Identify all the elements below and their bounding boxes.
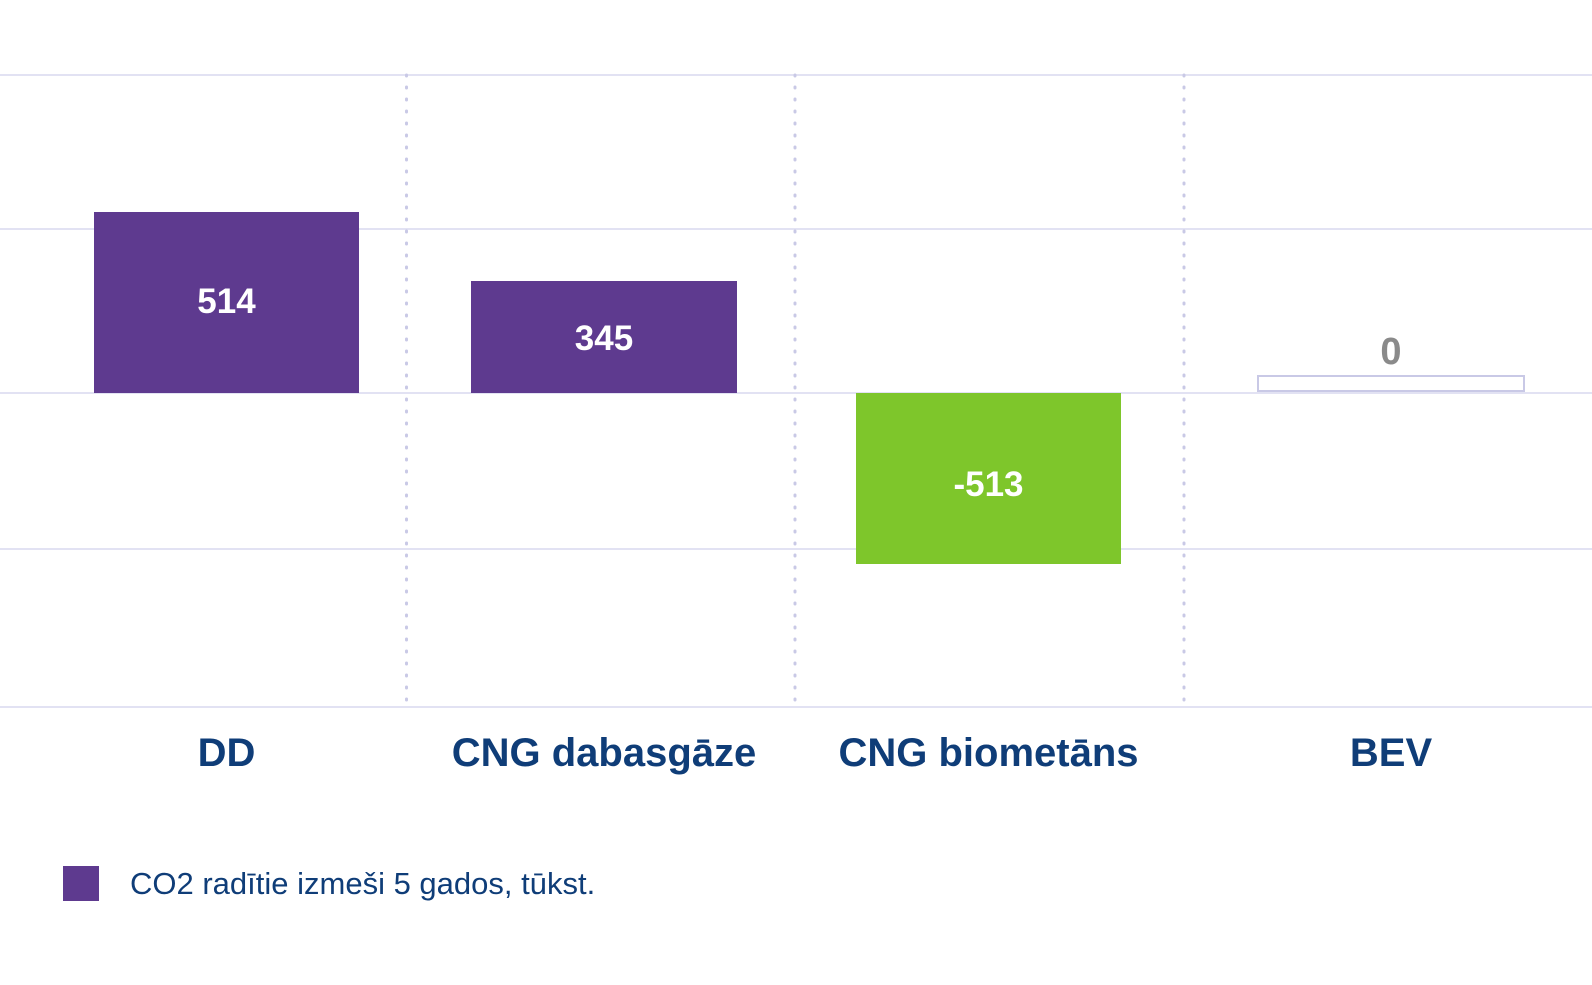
svg-text:514: 514: [197, 282, 256, 321]
svg-text:CO2 radītie izmeši 5 gados, tū: CO2 radītie izmeši 5 gados, tūkst.: [130, 866, 595, 901]
svg-text:BEV: BEV: [1350, 731, 1433, 775]
svg-text:DD: DD: [198, 731, 256, 775]
svg-text:CNG dabasgāze: CNG dabasgāze: [452, 731, 757, 775]
svg-text:-513: -513: [953, 465, 1023, 504]
svg-text:345: 345: [575, 319, 633, 358]
svg-text:0: 0: [1380, 331, 1401, 373]
svg-text:CNG biometāns: CNG biometāns: [838, 731, 1138, 775]
